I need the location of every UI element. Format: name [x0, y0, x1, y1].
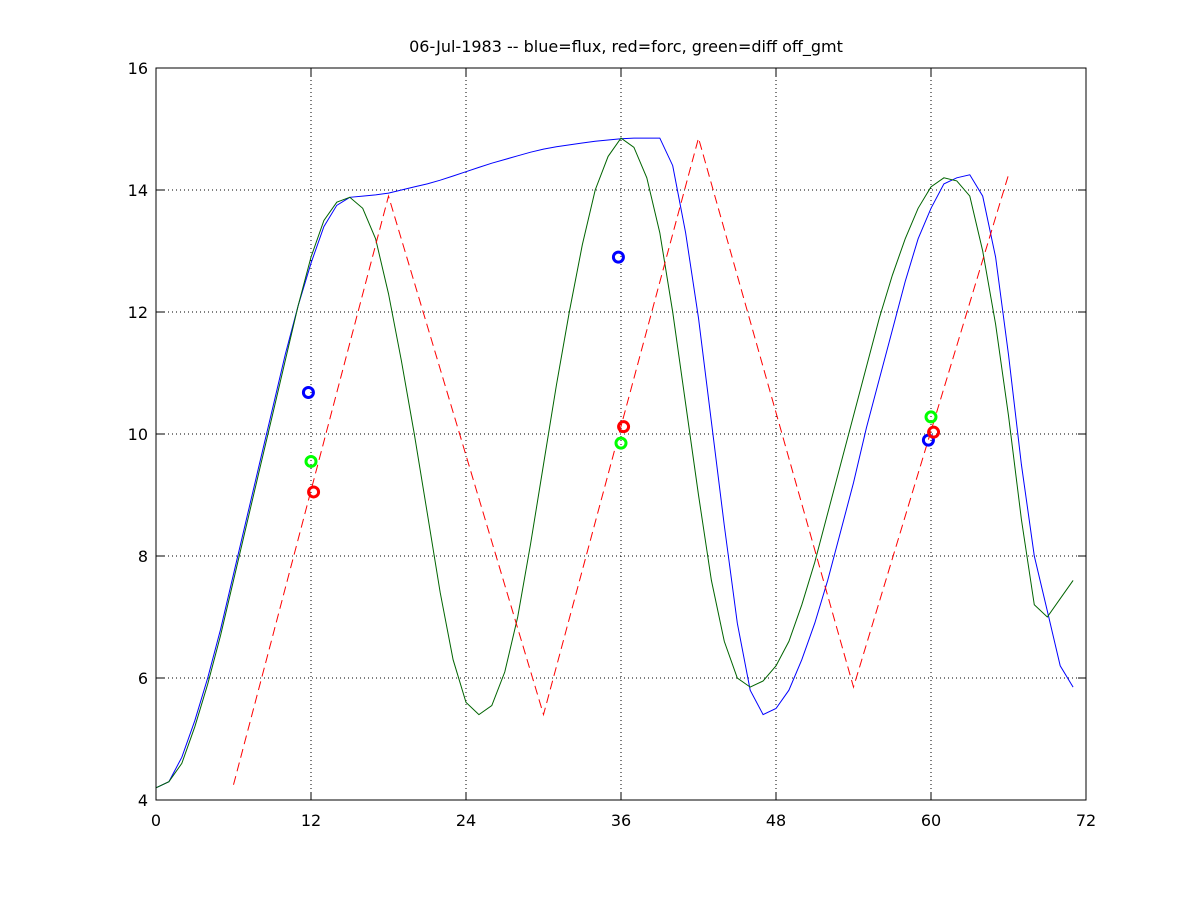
y-tick-label: 10	[128, 425, 148, 444]
x-tick-label: 60	[921, 811, 941, 830]
y-tick-label: 6	[138, 669, 148, 688]
axis-ticks: 0 12 24 36 48 60 72 4 6 8 10 12 14 16	[128, 59, 1097, 830]
y-tick-label: 14	[128, 181, 148, 200]
marker-point-2	[307, 485, 321, 499]
marker-point-8	[927, 425, 941, 439]
marker-point-5	[617, 420, 631, 434]
y-tick-label: 12	[128, 303, 148, 322]
series-lines	[155, 136, 1074, 789]
marker-point-1	[304, 454, 318, 468]
series-line-0	[155, 137, 1074, 789]
x-tick-label: 12	[301, 811, 321, 830]
point-markers	[301, 250, 941, 499]
y-tick-label: 4	[138, 791, 148, 810]
x-tick-label: 0	[151, 811, 161, 830]
y-tick-label: 8	[138, 547, 148, 566]
x-tick-label: 24	[456, 811, 476, 830]
x-tick-label: 72	[1076, 811, 1096, 830]
series-line-1	[155, 137, 1074, 789]
marker-point-0	[301, 386, 315, 400]
x-tick-label: 48	[766, 811, 786, 830]
grid-lines	[156, 68, 1086, 800]
marker-point-3	[611, 250, 625, 264]
marker-point-4	[614, 436, 628, 450]
chart-title: 06-Jul-1983 -- blue=flux, red=forc, gree…	[409, 37, 843, 57]
series-line-2	[233, 136, 1009, 785]
y-tick-label: 16	[128, 59, 148, 78]
marker-point-7	[924, 410, 938, 424]
x-tick-label: 36	[611, 811, 631, 830]
